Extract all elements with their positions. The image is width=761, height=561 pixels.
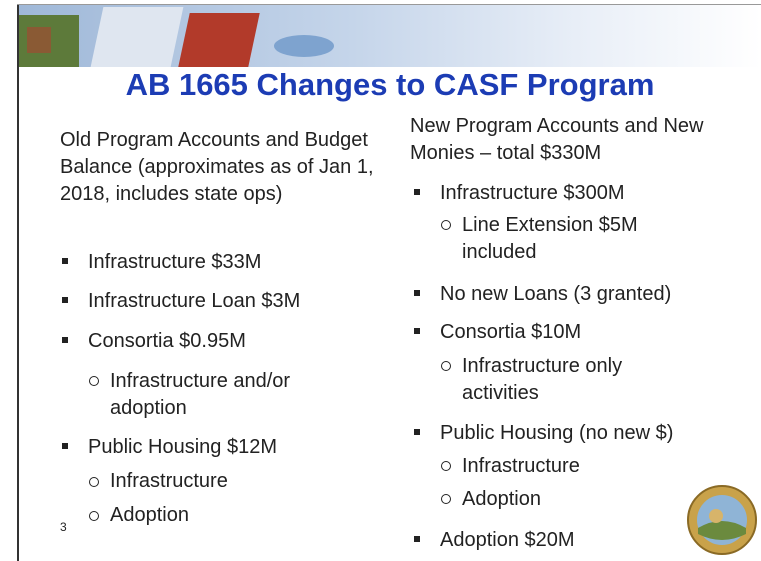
sub-item: Adoption bbox=[462, 488, 541, 510]
right-heading: New Program Accounts and New Monies – to… bbox=[410, 115, 704, 164]
train-image bbox=[178, 13, 260, 67]
bullet bbox=[62, 337, 68, 343]
bullet bbox=[414, 328, 420, 334]
frame-top bbox=[17, 4, 761, 5]
item: Infrastructure Loan $3M bbox=[88, 290, 301, 312]
bullet bbox=[414, 290, 420, 296]
sub-bullet bbox=[441, 461, 451, 471]
bullet bbox=[414, 429, 420, 435]
title: AB 1665 Changes to CASF Program bbox=[125, 67, 655, 102]
item: Infrastructure $33M bbox=[88, 251, 262, 273]
sub-item: Infrastructure bbox=[462, 455, 580, 477]
item: No new Loans (3 granted) bbox=[440, 283, 672, 305]
sub-bullet bbox=[441, 361, 451, 371]
banner bbox=[19, 5, 761, 67]
sub-bullet bbox=[441, 494, 451, 504]
item: Infrastructure $300M bbox=[440, 182, 625, 204]
bullet bbox=[62, 297, 68, 303]
pills-image bbox=[90, 7, 184, 67]
house-roof bbox=[27, 27, 51, 53]
item: Public Housing $12M bbox=[88, 436, 277, 458]
page-number: 3 bbox=[60, 520, 67, 534]
bullet bbox=[414, 189, 420, 195]
item: Consortia $10M bbox=[440, 321, 582, 343]
sub-item: Infrastructure and/or adoption bbox=[110, 370, 291, 419]
sub-bullet bbox=[441, 220, 451, 230]
sub-item: Adoption bbox=[110, 504, 189, 526]
sub-bullet bbox=[89, 511, 99, 521]
item: Consortia $0.95M bbox=[88, 330, 246, 352]
bullet bbox=[62, 258, 68, 264]
water-image bbox=[274, 35, 334, 57]
item: Adoption $20M bbox=[440, 529, 575, 551]
sub-item: Infrastructure bbox=[110, 470, 228, 492]
bullet bbox=[62, 443, 68, 449]
item: Public Housing (no new $) bbox=[440, 422, 674, 444]
bullet bbox=[414, 536, 420, 542]
sub-item: Line Extension $5M included bbox=[462, 214, 638, 263]
sub-bullet bbox=[89, 376, 99, 386]
sub-bullet bbox=[89, 477, 99, 487]
sub-item: Infrastructure only activities bbox=[462, 355, 623, 404]
left-heading: Old Program Accounts and Budget Balance … bbox=[60, 129, 374, 205]
state-seal bbox=[687, 485, 757, 555]
frame-left bbox=[17, 4, 19, 561]
